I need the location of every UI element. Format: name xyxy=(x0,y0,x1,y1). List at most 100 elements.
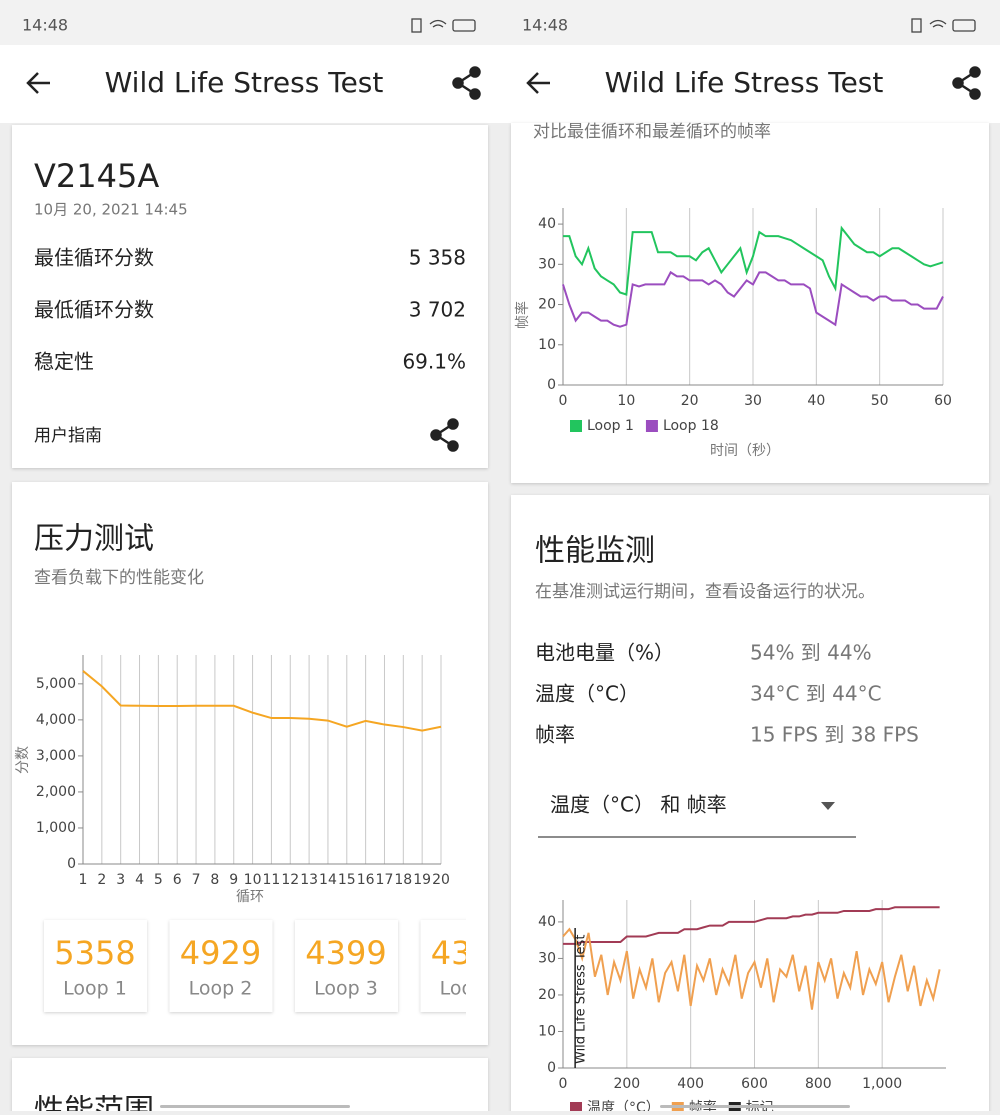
x-axis-label: 循环 xyxy=(236,889,264,905)
row-value: 5 358 xyxy=(409,246,466,270)
card-title: 压力测试 xyxy=(34,522,154,557)
share-button[interactable] xyxy=(452,66,481,100)
row-label: 最佳循环分数 xyxy=(34,246,154,270)
loop-tile xyxy=(420,920,466,1012)
y-tick-label: 20 xyxy=(538,987,556,1003)
app-title: Wild Life Stress Test xyxy=(105,66,384,99)
row-value: 54% 到 44% xyxy=(750,641,872,665)
app-title: Wild Life Stress Test xyxy=(605,66,884,99)
y-tick-label: 2,000 xyxy=(36,784,76,800)
dropdown-arrow[interactable] xyxy=(821,802,835,810)
x-axis-label: 时间（秒） xyxy=(710,443,780,459)
tile-label: Loop 1 xyxy=(63,978,127,1000)
x-tick-label: 7 xyxy=(192,872,201,888)
scroll-indicator xyxy=(160,1105,350,1108)
loop-tile xyxy=(295,920,398,1012)
dropdown[interactable]: 温度（°C） 和 帧率 xyxy=(538,793,856,838)
app-bar xyxy=(500,45,1000,123)
x-tick-label: 19 xyxy=(413,872,431,888)
card-subtitle: 在基准测试运行期间，查看设备运行的状况。 xyxy=(535,582,875,602)
legend-swatch xyxy=(570,420,582,432)
tile-score: 4399 xyxy=(305,934,386,972)
row-value: 34°C 到 44°C xyxy=(750,682,882,706)
x-tick-label: 20 xyxy=(432,872,450,888)
y-tick-label: 0 xyxy=(547,1060,556,1076)
x-tick-label: 9 xyxy=(229,872,238,888)
x-tick-label: 0 xyxy=(559,393,568,409)
x-tick-label: 800 xyxy=(805,1076,832,1092)
y-tick-label: 3,000 xyxy=(36,748,76,764)
y-tick-label: 1,000 xyxy=(36,820,76,836)
back-button[interactable] xyxy=(526,72,550,94)
charts: 1 2 3 4 5 6 7 8 9 10 11 12 13 14 15 16 17 18 19 2001,0002,0… xyxy=(15,208,952,1115)
card-subtitle: 对比最佳循环和最差循环的帧率 xyxy=(533,122,771,142)
series-line xyxy=(562,927,941,1010)
tile-score: 4929 xyxy=(180,934,261,972)
y-axis-label: 帧率 xyxy=(514,301,531,329)
series-line xyxy=(82,670,442,732)
row-value: 69.1% xyxy=(402,350,466,374)
y-axis-label: 分数 xyxy=(15,746,31,774)
guide-share[interactable] xyxy=(430,418,459,452)
y-tick-label: 40 xyxy=(538,216,556,232)
x-tick-label: 50 xyxy=(871,393,889,409)
status-bar xyxy=(500,0,1000,45)
x-tick-label: 5 xyxy=(154,872,163,888)
row-value: 15 FPS 到 38 FPS xyxy=(750,723,919,747)
x-tick-label: 4 xyxy=(135,872,144,888)
y-tick-label: 30 xyxy=(538,950,556,966)
card-title: 性能监测 xyxy=(535,534,655,569)
y-tick-label: 0 xyxy=(67,856,76,872)
tile-score: 4390 xyxy=(431,934,512,972)
monitor-card xyxy=(511,495,989,1115)
x-tick-label: 10 xyxy=(617,393,635,409)
share-button[interactable] xyxy=(952,66,981,100)
y-tick-label: 10 xyxy=(538,337,556,353)
x-tick-label: 2 xyxy=(97,872,106,888)
status-icons xyxy=(411,18,476,33)
tile-label: Loop 4 xyxy=(440,978,504,1000)
legend-label: 温度（°C） xyxy=(587,1100,660,1111)
tile-score: 5358 xyxy=(54,934,135,972)
row-label: 最低循环分数 xyxy=(34,298,154,322)
x-tick-label: 3 xyxy=(116,872,125,888)
row-value: 3 702 xyxy=(409,298,466,322)
x-tick-label: 13 xyxy=(300,872,318,888)
status-icons xyxy=(911,18,976,33)
row-label: 稳定性 xyxy=(34,350,94,374)
x-tick-label: 11 xyxy=(263,872,281,888)
marker-label: Wild Life Stress Test xyxy=(574,935,589,1064)
x-tick-label: 8 xyxy=(210,872,219,888)
back-button[interactable] xyxy=(26,72,50,94)
tile-label: Loop 3 xyxy=(314,978,378,1000)
scroll-indicator xyxy=(660,1105,850,1108)
y-tick-label: 4,000 xyxy=(36,712,76,728)
legend-label: Loop 18 xyxy=(663,418,719,434)
legend-swatch xyxy=(645,420,658,432)
y-tick-label: 5,000 xyxy=(36,676,76,692)
card-title: 性能范围 xyxy=(34,1094,154,1112)
y-tick-label: 20 xyxy=(538,297,556,313)
status-time: 14:48 xyxy=(522,16,568,35)
x-tick-label: 15 xyxy=(338,872,356,888)
x-tick-label: 200 xyxy=(613,1076,640,1092)
y-tick-label: 10 xyxy=(538,1023,556,1039)
device-date: 10月 20, 2021 14:45 xyxy=(34,201,188,219)
x-tick-label: 60 xyxy=(934,393,952,409)
dropdown-text[interactable]: 温度（°C） 和 帧率 xyxy=(550,793,727,817)
loop-tile xyxy=(169,920,273,1012)
series-line xyxy=(562,270,944,328)
tile-label: Loop 2 xyxy=(189,978,253,1000)
device-name: V2145A xyxy=(34,157,159,195)
row-label: 帧率 xyxy=(535,723,575,747)
loop-tiles: 5358 Loop 1 4929 Loop 2 4399 Loop 3 4390 Loop 4 xyxy=(44,920,512,1012)
x-tick-label: 0 xyxy=(559,1076,568,1092)
user-guide[interactable]: 用户指南 xyxy=(34,426,102,446)
x-tick-label: 1,000 xyxy=(862,1076,902,1092)
x-tick-label: 18 xyxy=(394,872,412,888)
x-tick-label: 600 xyxy=(741,1076,768,1092)
legend-swatch xyxy=(570,1102,582,1114)
x-tick-label: 12 xyxy=(281,872,299,888)
